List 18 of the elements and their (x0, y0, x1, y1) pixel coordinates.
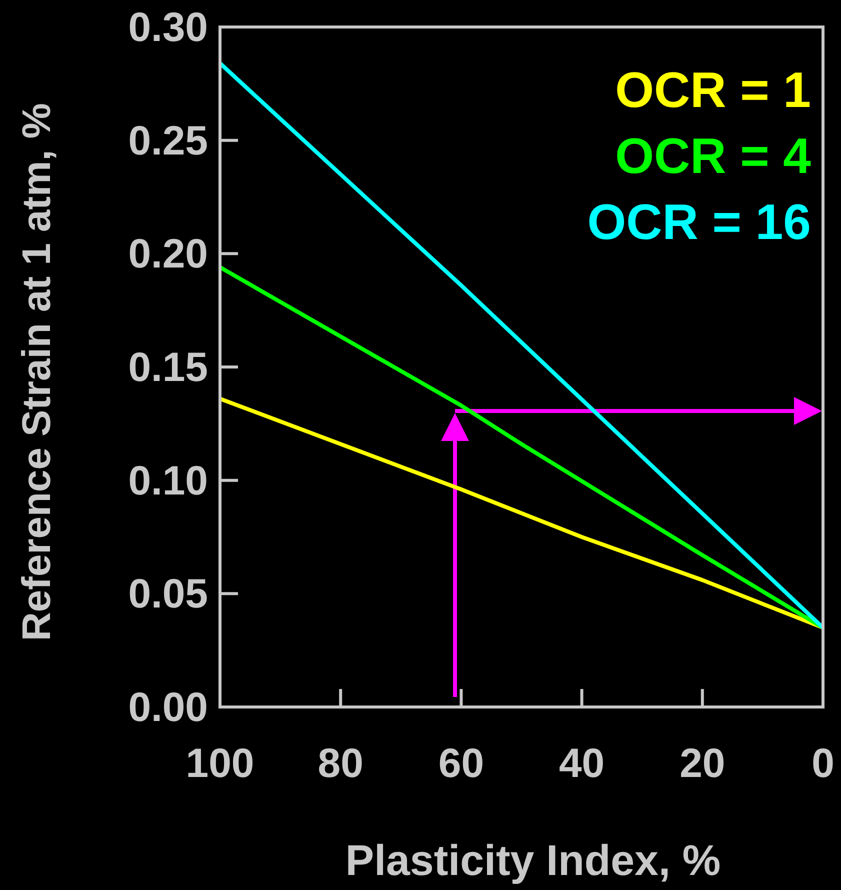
y-tick-label: 0.30 (128, 4, 208, 50)
x-tick-label: 40 (558, 740, 605, 786)
y-tick-label: 0.10 (128, 457, 208, 504)
x-tick-label: 0 (812, 740, 834, 786)
y-axis-title: Reference Strain at 1 atm, % (15, 103, 59, 641)
x-tick-label: 80 (318, 740, 364, 786)
text: OCR = 16 (587, 194, 811, 250)
text: OCR = 4 (615, 128, 812, 184)
y-tick-label: 0.15 (128, 344, 208, 390)
y-tick-label: 0.05 (128, 570, 208, 617)
text: OCR = 1 (615, 62, 811, 118)
x-tick-label: 60 (438, 740, 484, 786)
x-tick-label: 100 (186, 740, 254, 786)
x-tick-label: 20 (680, 740, 726, 786)
x-axis-title: Plasticity Index, % (345, 837, 721, 885)
y-tick-label: 0.20 (128, 230, 208, 277)
y-tick-label: 0.00 (128, 684, 208, 730)
y-tick-label: 0.25 (128, 117, 208, 164)
